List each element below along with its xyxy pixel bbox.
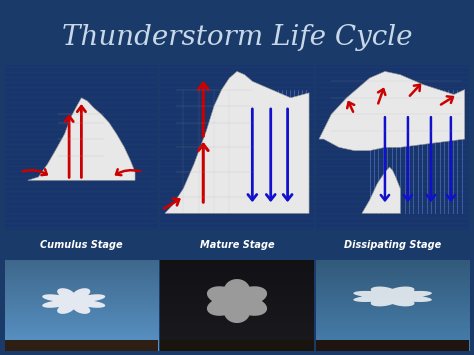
Bar [316,340,469,351]
Polygon shape [165,71,309,213]
Polygon shape [319,71,465,151]
Polygon shape [42,288,105,314]
Text: Cumulus Stage: Cumulus Stage [40,240,123,250]
Bar [160,340,314,351]
Polygon shape [207,279,267,323]
Text: Thunderstorm Life Cycle: Thunderstorm Life Cycle [62,24,412,51]
Text: Dissipating Stage: Dissipating Stage [344,240,441,250]
Polygon shape [28,98,135,180]
Text: Mature Stage: Mature Stage [200,240,274,250]
Polygon shape [362,167,400,213]
Bar [5,340,158,351]
Polygon shape [354,286,432,306]
